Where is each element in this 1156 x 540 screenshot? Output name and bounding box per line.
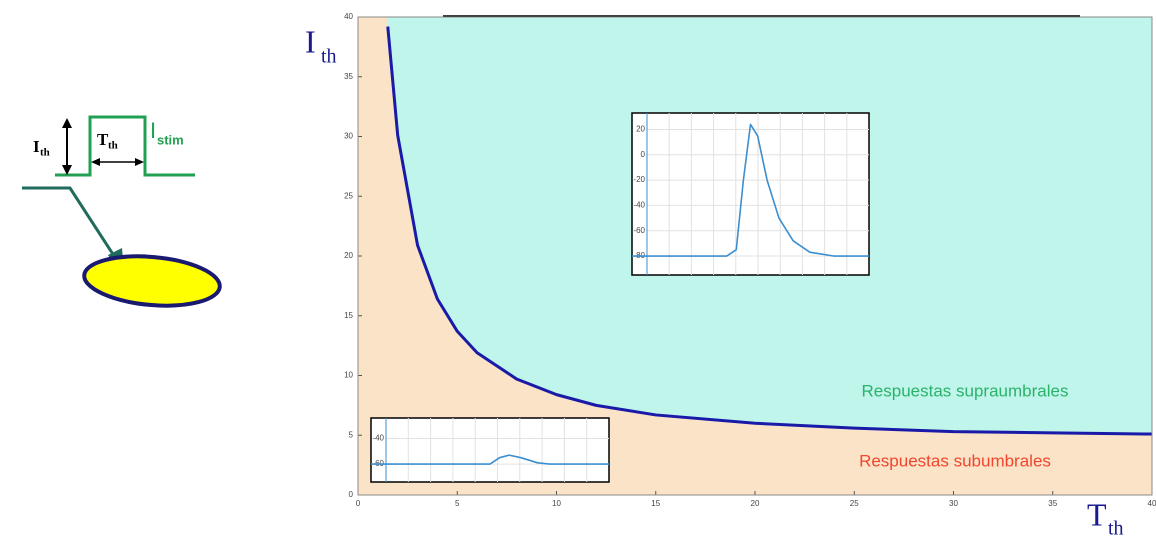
- y-tick-label: 30: [344, 132, 353, 141]
- y-tick-label: 40: [344, 12, 353, 21]
- y-tick-label: -60: [633, 226, 645, 235]
- y-axis-label-sub: th: [321, 46, 337, 68]
- x-tick-label: 40: [1148, 499, 1156, 508]
- y-tick-label: -40: [372, 434, 384, 443]
- region-label: Respuestas supraumbrales: [862, 381, 1069, 400]
- inset-frame: [631, 112, 870, 276]
- amplitude-label: I: [33, 137, 40, 156]
- y-tick-label: 0: [641, 150, 646, 159]
- stimulus-diagram: I th T th I stim: [22, 115, 222, 308]
- y-tick-label: 20: [636, 125, 645, 134]
- x-tick-label: 0: [356, 499, 361, 508]
- arrow-head: [62, 118, 72, 128]
- voltage-trace: [371, 454, 609, 465]
- inset-chart: -40-60: [370, 417, 610, 483]
- x-tick-label: 30: [949, 499, 958, 508]
- plot-frame: [357, 16, 1153, 496]
- amplitude-label-sub: th: [40, 147, 50, 159]
- arrow-head: [91, 158, 100, 166]
- x-tick-label: 20: [751, 499, 760, 508]
- x-tick-label: 10: [552, 499, 561, 508]
- x-tick-label: 5: [455, 499, 460, 508]
- y-tick-label: 35: [344, 72, 353, 81]
- y-tick-label: 25: [344, 191, 353, 200]
- voltage-trace: [632, 123, 869, 257]
- electrode: [22, 186, 120, 263]
- y-tick-label: 0: [349, 490, 354, 499]
- duration-label: T: [97, 130, 109, 149]
- y-axis-label: I: [305, 23, 316, 59]
- y-tick-label: 5: [349, 430, 354, 439]
- y-tick-label: 10: [344, 371, 353, 380]
- inset-frame: [370, 417, 610, 483]
- x-tick-label: 35: [1048, 499, 1057, 508]
- y-tick-label: -20: [633, 175, 645, 184]
- x-tick-label: 15: [651, 499, 660, 508]
- y-tick-label: 20: [344, 251, 353, 260]
- y-tick-label: -40: [633, 201, 645, 210]
- y-tick-label: 15: [344, 311, 353, 320]
- arrow-head: [135, 158, 144, 166]
- stimulus-label: I: [150, 118, 156, 143]
- stimulus-label-sub: stim: [157, 132, 184, 147]
- duration-label-sub: th: [108, 140, 118, 152]
- region-label: Respuestas subumbrales: [859, 451, 1051, 470]
- stimulus-pulse: [55, 115, 195, 177]
- x-axis-label-sub: th: [1108, 518, 1124, 540]
- arrow-head: [62, 165, 72, 175]
- cell: [82, 254, 222, 308]
- x-axis-label: T: [1087, 496, 1107, 532]
- x-tick-label: 25: [850, 499, 859, 508]
- threshold-curve: [386, 26, 1153, 436]
- inset-chart: 200-20-40-60-80: [631, 112, 870, 276]
